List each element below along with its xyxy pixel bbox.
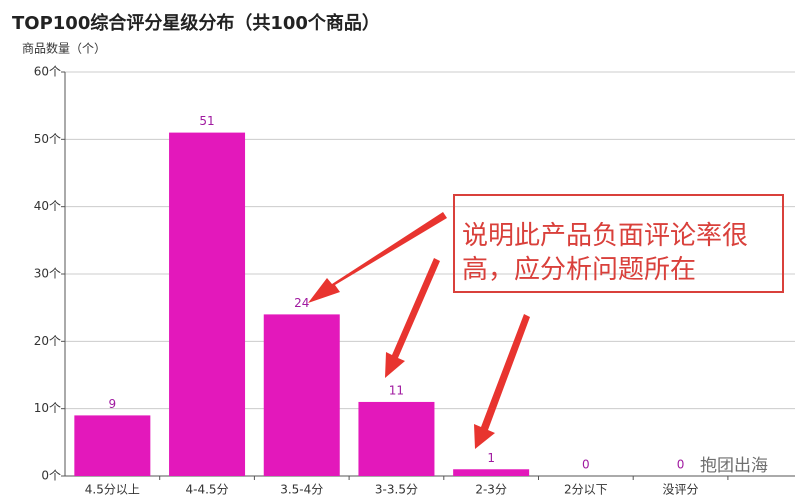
bar (453, 469, 530, 476)
annotation: 高，应分析问题所在 (462, 255, 696, 285)
y-tick-label: 10个 (34, 401, 61, 415)
x-tick-label: 4.5分以上 (85, 483, 140, 497)
x-tick-label: 4-4.5分 (186, 483, 229, 497)
value-label: 9 (109, 397, 117, 411)
value-label: 24 (294, 296, 309, 310)
y-tick-label: 0个 (41, 469, 61, 483)
bar (358, 401, 435, 476)
x-tick-label: 2分以下 (564, 483, 608, 497)
value-label: 0 (677, 458, 685, 472)
watermark: 抱团出海 (700, 456, 768, 476)
y-axis-label: 商品数量（个） (22, 41, 106, 56)
x-tick-label: 2-3分 (475, 483, 507, 497)
arrow (385, 258, 440, 378)
y-tick-label: 60个 (34, 65, 61, 79)
value-label: 11 (389, 383, 404, 397)
plot: 0个 10个 20个 30个 40个 50个 60个 4.5分以上 9 4-4.5分 51 3.5-4… (34, 65, 795, 497)
y-tick-label: 30个 (34, 267, 61, 281)
arrow (474, 314, 530, 449)
value-label: 1 (487, 451, 495, 465)
arrows (308, 212, 530, 449)
y-tick-label: 50个 (34, 132, 61, 146)
value-label: 51 (199, 114, 214, 128)
x-tick-label: 没评分 (663, 482, 699, 497)
value-label: 0 (582, 458, 590, 472)
bar (263, 314, 340, 476)
annotation-box (453, 194, 784, 293)
bar (169, 132, 246, 476)
annotation: 说明此产品负面评论率很 (462, 221, 748, 251)
bar (74, 415, 151, 476)
x-tick-label: 3-3.5分 (375, 483, 418, 497)
y-tick-label: 20个 (34, 334, 61, 348)
y-tick-label: 40个 (34, 199, 61, 213)
arrow (308, 212, 447, 303)
x-tick-label: 3.5-4分 (280, 483, 323, 497)
chart-title: TOP100综合评分星级分布（共100个商品） (12, 12, 380, 34)
